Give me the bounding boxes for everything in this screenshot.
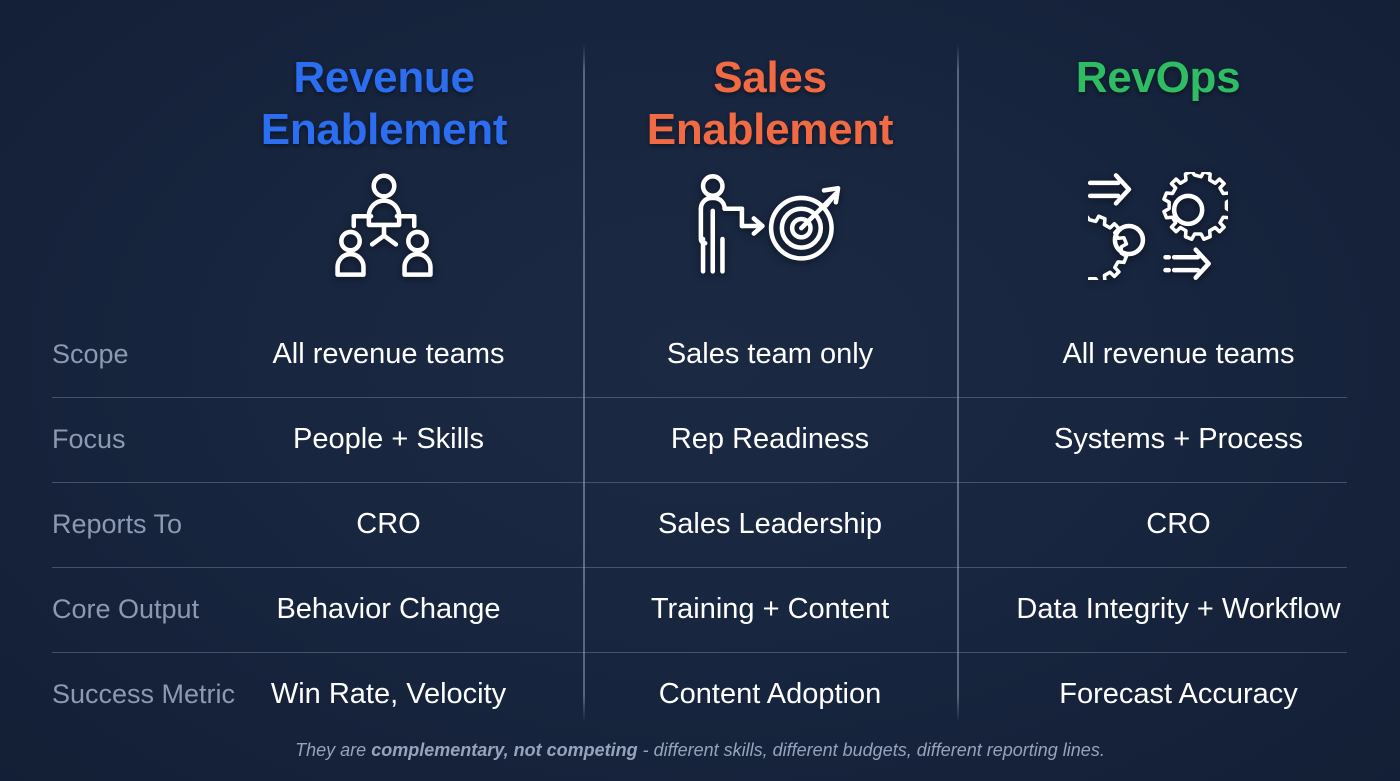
cell-value: Content Adoption	[658, 678, 882, 710]
column-header-revenue-enablement: Revenue Enablement	[194, 52, 574, 282]
column-title: RevOps	[1075, 53, 1241, 102]
column-divider-1	[583, 44, 585, 722]
cell-value: Rep Readiness	[670, 423, 870, 455]
cell-value: CRO	[356, 508, 421, 540]
cell-value: Training + Content	[650, 593, 890, 625]
footer-note: They are complementary, not competing - …	[0, 740, 1400, 761]
column-headers: Revenue Enablement Sales Enablement	[0, 0, 1400, 310]
row-label: Core Output	[52, 594, 200, 624]
row-label: Success Metric	[52, 679, 236, 709]
table-row: Scope All revenue teams Sales team only …	[0, 312, 1400, 397]
cell-value: Forecast Accuracy	[1059, 678, 1298, 710]
table-row: Reports To CRO Sales Leadership CRO	[0, 482, 1400, 567]
column-title: Sales Enablement	[646, 53, 894, 154]
footer-emphasis: complementary, not competing	[371, 740, 638, 760]
team-hierarchy-icon	[194, 170, 574, 282]
footer-tail: - different skills, different budgets, d…	[637, 740, 1105, 760]
cell-value: All revenue teams	[1062, 338, 1295, 370]
table-row: Focus People + Skills Rep Readiness Syst…	[0, 397, 1400, 482]
column-header-revops: RevOps	[968, 52, 1348, 282]
row-label: Focus	[52, 424, 126, 454]
cell-value: Behavior Change	[276, 593, 501, 625]
cell-value: Systems + Process	[1054, 423, 1303, 455]
row-label: Scope	[52, 339, 129, 369]
row-label: Reports To	[52, 509, 183, 539]
footer-lead: They are	[295, 740, 372, 760]
cell-value: Sales team only	[666, 338, 874, 370]
column-header-sales-enablement: Sales Enablement	[594, 52, 946, 282]
cell-value: Data Integrity + Workflow	[1016, 593, 1341, 625]
cell-value: Win Rate, Velocity	[270, 678, 507, 710]
cell-value: People + Skills	[292, 423, 485, 455]
cell-value: All revenue teams	[272, 338, 505, 370]
gears-workflow-icon	[968, 170, 1348, 282]
cell-value: Sales Leadership	[657, 508, 883, 540]
table-row: Core Output Behavior Change Training + C…	[0, 567, 1400, 652]
person-target-arrow-icon	[594, 170, 946, 282]
column-title: Revenue Enablement	[260, 53, 508, 154]
comparison-table: Scope All revenue teams Sales team only …	[0, 312, 1400, 737]
cell-value: CRO	[1146, 508, 1211, 540]
column-divider-2	[957, 44, 959, 722]
table-row: Success Metric Win Rate, Velocity Conten…	[0, 652, 1400, 737]
